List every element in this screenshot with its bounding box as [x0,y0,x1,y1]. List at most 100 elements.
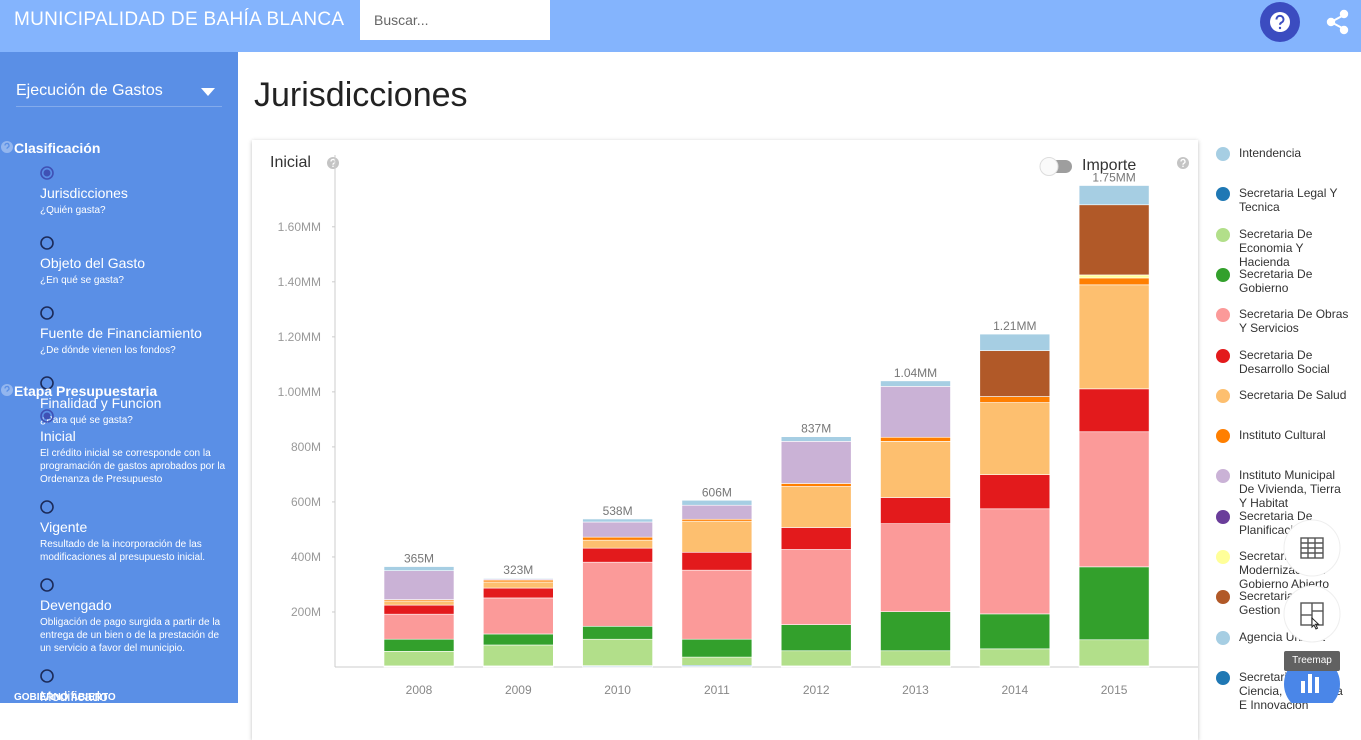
group-title: Clasificación [14,140,101,156]
radio-option[interactable]: ModificadoLas modificaciones son introdu… [0,669,230,703]
legend-label: Secretaria Legal Y Tecnica [1239,186,1338,215]
help-glyph [1275,14,1285,25]
view-buttons [1283,519,1341,703]
option-label: Inicial [40,428,76,444]
radio-ring [40,236,54,250]
share-button[interactable] [1326,9,1349,35]
cursor [1311,616,1320,630]
legend-label: Instituto Cultural [1239,428,1326,443]
radio-ring [40,409,54,423]
options: Inicial El crédito inicial se corresponde… [0,409,238,703]
info-icon-bg [1,384,13,396]
legend-swatch [1216,308,1230,323]
group-title: Etapa Presupuestaria [14,383,158,399]
radio-button [40,236,54,250]
help-glyph-dot [1278,26,1282,30]
legend-swatch [1216,509,1230,524]
legend-swatch [1216,670,1230,685]
radio-ring [40,669,54,683]
radio-option[interactable]: Devengado Obligación de pago surgida a pa… [0,578,230,655]
legend-swatch [1216,187,1230,202]
legend-swatch [1216,267,1230,282]
radio-ring [40,578,54,592]
legend-swatch [1216,348,1230,363]
bar-icon [1301,674,1319,693]
legend-swatch [1216,147,1230,161]
chart-card [252,140,1198,740]
legend-label: Secretaria De Obras Y Servicios [1239,307,1349,336]
legend-label: Intendencia [1239,146,1302,160]
toggle-switch[interactable] [1036,155,1076,179]
header-icons [1260,2,1349,42]
info-icon[interactable] [0,383,14,397]
option-label: Modificado [40,688,108,703]
help-icon [1270,12,1290,32]
sidebar-group: Clasificación Jurisdicciones ¿Quién gasta?… [0,140,238,426]
legend-label: Instituto Municipal De Vivienda, Tierra … [1239,468,1341,511]
radio-button [40,500,54,514]
option-label: Devengado [40,597,112,613]
page: MUNICIPALIDAD DE BAHÍA BLANCA Buscar... … [0,0,1361,712]
option-description: Obligación de pago surgida a partir de l… [40,617,221,654]
chart-title: Inicial [270,154,311,171]
option-description: ¿Quién gasta? [40,205,106,216]
info-icon[interactable] [326,156,340,170]
legend-swatch [1216,630,1230,645]
info-icon[interactable] [0,140,14,154]
page-title: Jurisdicciones [254,76,468,114]
toggle-label[interactable]: Importe [1082,157,1137,174]
sidebar-group: Etapa Presupuestaria Inicial El crédito in… [0,383,238,703]
option-label: Jurisdicciones [40,185,128,201]
legend-swatch [1216,550,1230,564]
top-bar: MUNICIPALIDAD DE BAHÍA BLANCA Buscar... [0,0,1361,52]
legend-swatch [1216,429,1230,444]
sidebar: Ejecución de Gastos Clasificación Jurisdi… [0,52,238,703]
dropdown-label: Ejecución de Gastos [16,82,163,99]
option-description: El crédito inicial se corresponde con la… [40,448,226,485]
radio-option[interactable]: Finalidad y Funcion ¿Para qué se gasta? [0,376,230,427]
site-title[interactable]: MUNICIPALIDAD DE BAHÍA BLANCA [14,9,345,30]
legend-swatch [1216,227,1230,242]
option-label: Finalidad y Funcion [40,395,162,411]
radio-ring [40,306,54,320]
legend-swatch [1216,388,1230,403]
option-description: ¿De dónde vienen los fondos? [40,345,176,356]
legend-label: Secretaria De Salud [1239,387,1347,402]
option-description: ¿Para qué se gasta? [40,415,133,426]
option-label: Objeto del Gasto [40,255,146,271]
legend-swatch [1216,590,1230,605]
dropdown-arrow [201,88,215,96]
info-icon-bg [1,141,13,153]
legend-label: Secretaria De Desarrollo Social [1239,347,1330,376]
option-label: Vigente [40,519,88,535]
search-placeholder: Buscar... [374,12,429,28]
option-description: ¿En qué se gasta? [40,275,124,286]
radio-button [40,306,54,320]
legend-swatch [1216,469,1230,484]
radio-button [40,376,54,390]
radio-ring [40,166,54,180]
dropdown[interactable]: Ejecución de Gastos [16,82,222,107]
radio-option[interactable]: Objeto del Gasto ¿En qué se gasta? [0,236,230,287]
radio-option[interactable]: Inicial El crédito inicial se corresponde… [0,409,230,486]
table-icon [1300,537,1324,559]
legend-label: Secretaria De Economia Y Hacienda [1239,226,1313,269]
radio-button [40,578,54,592]
radio-dot [43,169,51,177]
radio-button [40,409,54,423]
info-icon[interactable] [1176,156,1190,170]
radio-ring [40,500,54,514]
tooltip: Treemap [1284,651,1340,671]
radio-button [40,166,54,180]
radio-button [40,669,54,683]
radio-ring [40,376,54,390]
sidebar-footer: GOBIERNO ABIERTO [14,692,116,703]
option-description: Resultado de la incorporación de las mod… [40,539,206,563]
info-icon-glyph [4,385,10,392]
radio-option[interactable]: Fuente de Financiamiento ¿De dónde vienen… [0,306,230,357]
radio-option[interactable]: Jurisdicciones ¿Quién gasta? [0,166,230,217]
search-box[interactable]: Buscar... [360,0,550,40]
options: Jurisdicciones ¿Quién gasta? Objeto del Ga… [0,166,238,446]
legend-label: Secretaria De Gobierno [1239,266,1313,295]
radio-option[interactable]: Vigente Resultado de la incorporación de … [0,500,230,564]
